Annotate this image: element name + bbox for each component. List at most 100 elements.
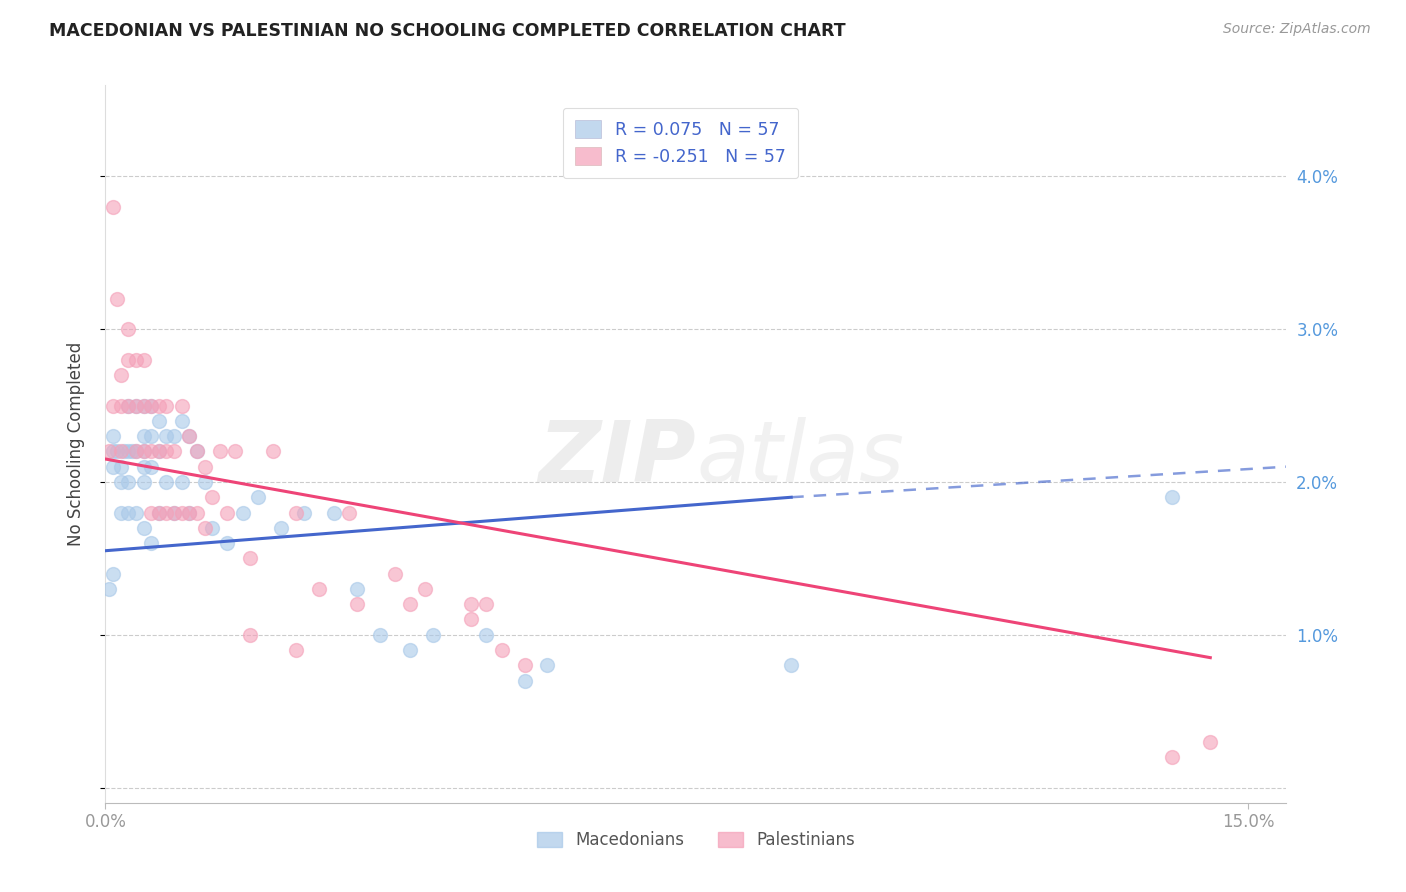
Point bbox=[148, 444, 170, 458]
Point bbox=[422, 628, 444, 642]
Point bbox=[117, 399, 139, 413]
Point bbox=[114, 444, 136, 458]
Point bbox=[105, 444, 128, 458]
Text: MACEDONIAN VS PALESTINIAN NO SCHOOLING COMPLETED CORRELATION CHART: MACEDONIAN VS PALESTINIAN NO SCHOOLING C… bbox=[49, 22, 846, 40]
Point bbox=[780, 658, 803, 673]
Point bbox=[125, 506, 148, 520]
Point bbox=[141, 399, 163, 413]
Point bbox=[117, 506, 139, 520]
Point bbox=[101, 566, 124, 581]
Point bbox=[110, 444, 132, 458]
Point bbox=[460, 597, 482, 611]
Point bbox=[132, 444, 155, 458]
Point bbox=[132, 399, 155, 413]
Point bbox=[475, 628, 498, 642]
Point bbox=[110, 459, 132, 474]
Point bbox=[179, 429, 201, 443]
Point bbox=[105, 292, 128, 306]
Point bbox=[155, 399, 177, 413]
Point bbox=[384, 566, 406, 581]
Point bbox=[141, 444, 163, 458]
Text: atlas: atlas bbox=[696, 417, 904, 500]
Point bbox=[141, 429, 163, 443]
Point bbox=[1161, 490, 1184, 504]
Point bbox=[224, 444, 246, 458]
Point bbox=[148, 444, 170, 458]
Point bbox=[193, 459, 215, 474]
Point bbox=[163, 506, 186, 520]
Point bbox=[513, 658, 536, 673]
Point bbox=[132, 475, 155, 489]
Point bbox=[132, 444, 155, 458]
Point bbox=[155, 506, 177, 520]
Point bbox=[239, 551, 262, 566]
Point bbox=[125, 399, 148, 413]
Point bbox=[1161, 750, 1184, 764]
Point bbox=[98, 444, 121, 458]
Point bbox=[117, 399, 139, 413]
Point bbox=[179, 429, 201, 443]
Point bbox=[163, 429, 186, 443]
Point bbox=[163, 444, 186, 458]
Point bbox=[98, 582, 121, 596]
Point bbox=[170, 414, 193, 428]
Point bbox=[125, 444, 148, 458]
Point bbox=[186, 444, 208, 458]
Point bbox=[132, 521, 155, 535]
Point bbox=[284, 506, 307, 520]
Point bbox=[163, 506, 186, 520]
Point bbox=[399, 643, 422, 657]
Point bbox=[193, 521, 215, 535]
Point bbox=[141, 506, 163, 520]
Point bbox=[125, 444, 148, 458]
Point bbox=[117, 352, 139, 367]
Point bbox=[246, 490, 269, 504]
Text: Source: ZipAtlas.com: Source: ZipAtlas.com bbox=[1223, 22, 1371, 37]
Point bbox=[148, 506, 170, 520]
Point bbox=[536, 658, 558, 673]
Point bbox=[415, 582, 437, 596]
Point bbox=[201, 490, 224, 504]
Point bbox=[170, 475, 193, 489]
Point bbox=[239, 628, 262, 642]
Point bbox=[101, 459, 124, 474]
Point bbox=[155, 444, 177, 458]
Point bbox=[179, 506, 201, 520]
Point bbox=[232, 506, 254, 520]
Point bbox=[170, 399, 193, 413]
Point bbox=[148, 506, 170, 520]
Point bbox=[101, 200, 124, 214]
Text: ZIP: ZIP bbox=[538, 417, 696, 500]
Point bbox=[132, 429, 155, 443]
Point bbox=[475, 597, 498, 611]
Point bbox=[262, 444, 284, 458]
Point bbox=[101, 429, 124, 443]
Point bbox=[141, 459, 163, 474]
Point bbox=[141, 399, 163, 413]
Point bbox=[193, 475, 215, 489]
Point bbox=[270, 521, 292, 535]
Point bbox=[155, 475, 177, 489]
Point bbox=[125, 399, 148, 413]
Point bbox=[170, 506, 193, 520]
Point bbox=[132, 352, 155, 367]
Point bbox=[155, 429, 177, 443]
Point bbox=[110, 506, 132, 520]
Point bbox=[208, 444, 231, 458]
Point bbox=[292, 506, 315, 520]
Point bbox=[132, 399, 155, 413]
Point bbox=[323, 506, 346, 520]
Point bbox=[148, 414, 170, 428]
Point bbox=[217, 536, 239, 550]
Point bbox=[117, 322, 139, 336]
Point bbox=[513, 673, 536, 688]
Legend: Macedonians, Palestinians: Macedonians, Palestinians bbox=[530, 824, 862, 855]
Point bbox=[148, 399, 170, 413]
Point bbox=[101, 399, 124, 413]
Point bbox=[132, 459, 155, 474]
Point bbox=[491, 643, 513, 657]
Point bbox=[101, 444, 124, 458]
Point bbox=[337, 506, 360, 520]
Point bbox=[368, 628, 391, 642]
Point bbox=[125, 352, 148, 367]
